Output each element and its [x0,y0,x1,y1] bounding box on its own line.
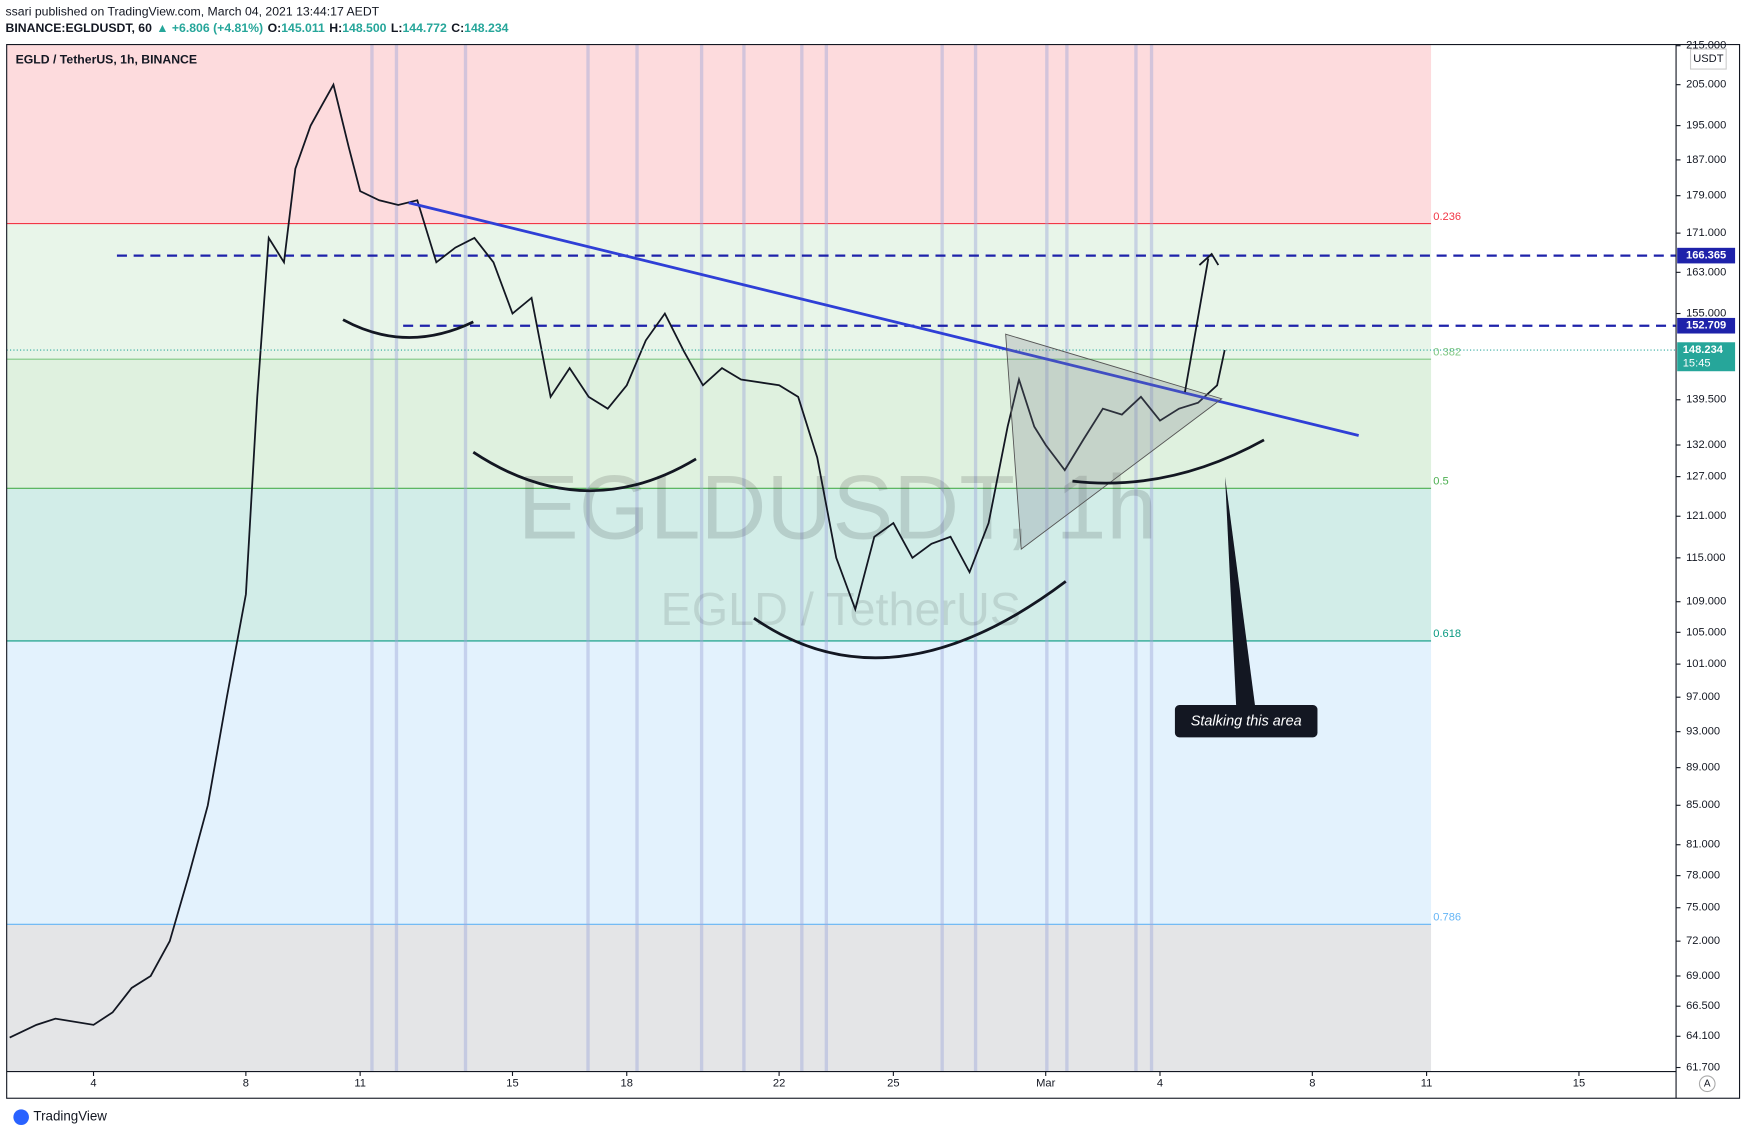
watermark-sub: EGLD / TetherUS [661,583,1021,635]
price-box-label: 152.709 [1686,320,1726,332]
brand: TradingView [33,1109,107,1124]
fib-zone [6,488,1432,641]
y-tick-label: 81.000 [1686,839,1720,851]
y-tick-label: 89.000 [1686,762,1720,774]
fib-label: 0.786 [1433,912,1461,924]
y-tick-label: 115.000 [1686,552,1725,564]
x-tick-label: Mar [1036,1078,1055,1090]
trend-line [408,201,1360,437]
x-tick-label: 8 [243,1078,249,1090]
y-tick-label: 171.000 [1686,227,1726,239]
y-tick-label: 139.500 [1686,394,1726,406]
x-tick-label: 25 [887,1078,899,1090]
change: ▲ +6.806 (+4.81%) [156,21,263,35]
fib-zone [6,44,1432,224]
marks: 215.000205.000195.000187.000179.000171.0… [6,40,1736,1090]
fib-zone [6,924,1432,1072]
y-tick-label: 97.000 [1686,691,1720,703]
y-tick-label: 66.500 [1686,1000,1720,1012]
ohlc-key: L: [391,21,403,35]
fib-label: 0.382 [1433,346,1461,358]
auto-button[interactable] [1698,1075,1716,1093]
arrow-up [1184,252,1220,393]
y-tick-label: 85.000 [1686,799,1720,811]
symbol: BINANCE:EGLDUSDT, 60 [6,21,153,35]
x-tick-label: 8 [1309,1078,1315,1090]
x-tick-label: 4 [90,1078,96,1090]
price-line [9,82,1226,1039]
y-tick-label: 64.100 [1686,1030,1720,1042]
y-tick-label: 179.000 [1686,190,1726,202]
legend-title: EGLD / TetherUS, 1h, BINANCE [16,52,198,66]
y-tick-label: 93.000 [1686,726,1720,738]
y-tick-label: 187.000 [1686,154,1726,166]
y-tick-label: 72.000 [1686,935,1720,947]
countdown: 15:45 [1683,357,1711,369]
y-tick-label: 78.000 [1686,870,1720,882]
fib-zone [6,640,1432,925]
y-tick-label: 163.000 [1686,266,1726,278]
x-tick-label: 18 [621,1078,633,1090]
price-box [1677,317,1736,334]
ohlc-value: 145.011 [281,21,325,35]
price-box [1677,247,1736,264]
fib-zone [6,359,1432,489]
unit: USDT [1693,53,1723,65]
ohlc-key: O: [268,21,282,35]
x-tick-label: 15 [506,1078,518,1090]
x-tick-label: 22 [773,1078,785,1090]
x-tick-label: 11 [354,1078,366,1090]
fib-label: 0.5 [1433,476,1448,488]
y-tick-label: 132.000 [1686,439,1726,451]
x-tick-label: 11 [1421,1078,1433,1090]
fib-zones: 0.236 0.382 0.5 0.618 0.786 [6,44,1461,1072]
auto-button-label[interactable]: A [1704,1078,1711,1089]
ohlc-key: C: [451,21,464,35]
ohlc-value: 144.772 [402,21,446,35]
ohlc-value: 148.234 [464,21,508,35]
arcs [342,318,1265,660]
y-tick-label: 61.700 [1686,1061,1720,1073]
price-box-label: 166.365 [1686,250,1726,262]
y-tick-label: 69.000 [1686,970,1720,982]
ohlc-value: 148.500 [342,21,386,35]
y-tick-label: 155.000 [1686,307,1726,319]
y-tick-label: 109.000 [1686,596,1726,608]
unit-box [1689,48,1727,70]
y-tick-label: 127.000 [1686,471,1726,483]
y-tick-label: 205.000 [1686,79,1726,91]
x-tick-label: 4 [1157,1078,1163,1090]
y-tick-label: 121.000 [1686,510,1726,522]
last-price-label: 148.234 [1683,344,1724,356]
brand-logo [13,1109,29,1125]
y-tick-label: 101.000 [1686,658,1726,670]
fib-zone [6,223,1432,360]
header-line: BINANCE:EGLDUSDT, 60 ▲ +6.806 (+4.81%) O:1… [6,21,509,35]
y-tick-label: 75.000 [1686,902,1720,914]
triangle [1005,333,1223,550]
frame [6,43,1741,1099]
attribution: ssari published on TradingView.com, Marc… [6,4,380,18]
annotation-box [1174,705,1318,738]
last-price-box [1677,342,1736,372]
fib-label: 0.618 [1433,628,1461,640]
y-tick-label: 105.000 [1686,626,1726,638]
annotation: Stalking this area [1191,714,1302,730]
x-tick-label: 15 [1573,1078,1585,1090]
y-tick-label: 195.000 [1686,120,1726,132]
watermark: EGLDUSDT, 1h [518,457,1157,559]
fib-label: 0.236 [1433,211,1461,223]
ohlc-key: H: [329,21,342,35]
